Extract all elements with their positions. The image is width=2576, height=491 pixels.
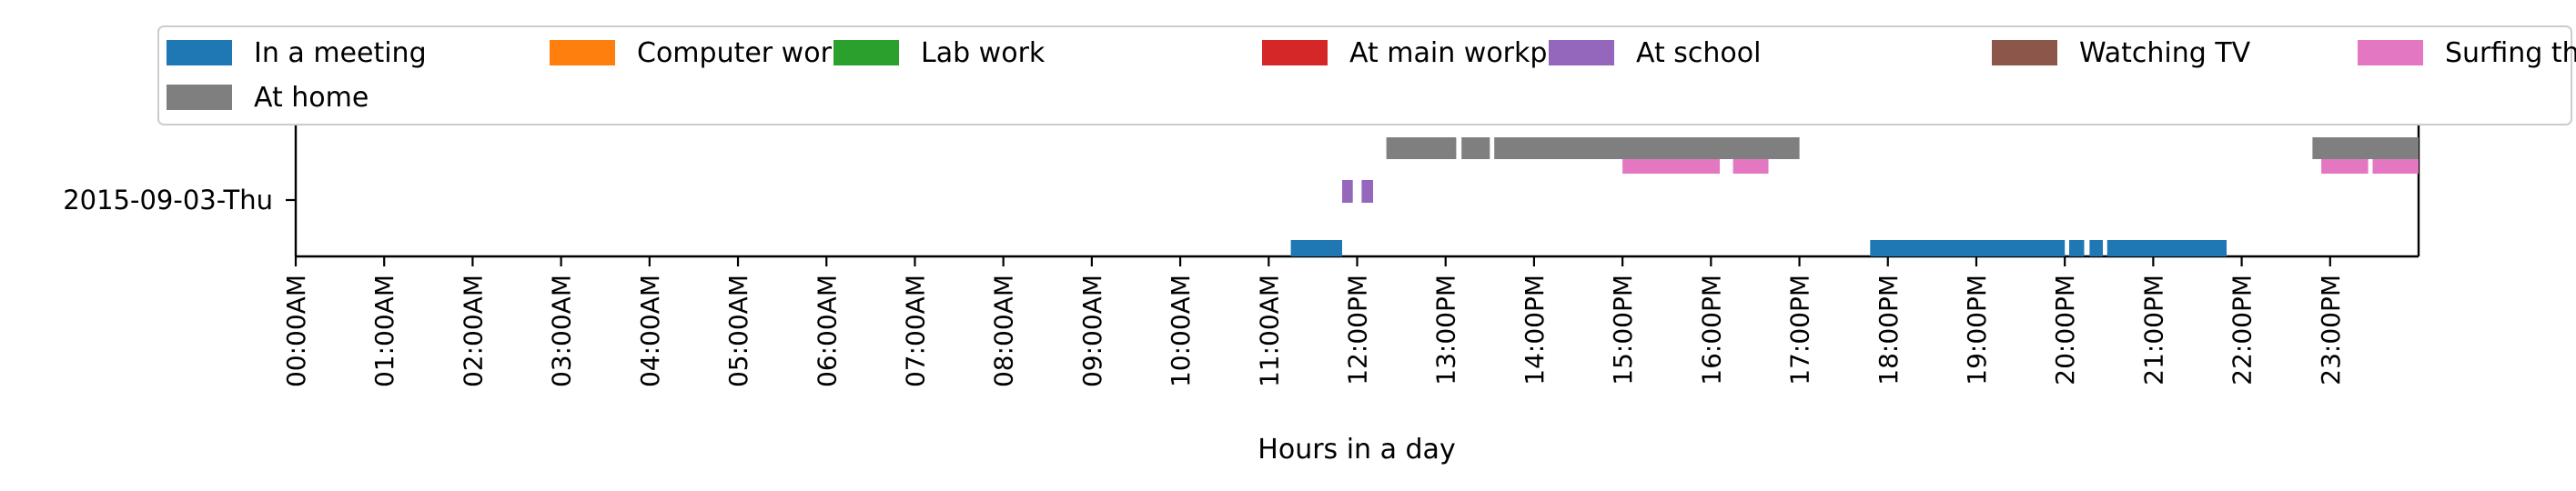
legend-swatch-0: [167, 40, 232, 65]
legend-label-0: In a meeting: [254, 37, 427, 69]
bar-in-a-meeting-1: [1870, 240, 2066, 256]
x-tick-label-9: 09:00AM: [1077, 275, 1107, 387]
x-ticks-group: 00:00AM 01:00AM 02:00AM 03:00AM 04:00AM 05:00…: [281, 256, 2346, 387]
y-tick-group: 2015-09-03-Thu: [63, 185, 296, 215]
legend: In a meeting Computer work Lab work At main…: [157, 25, 2576, 125]
legend-swatch-2: [833, 40, 899, 65]
bar-in-a-meeting-4: [2106, 240, 2227, 256]
bar-at-home-0: [1386, 137, 1457, 159]
bar-in-a-meeting-3: [2089, 240, 2103, 256]
bar-at-school-0: [1342, 180, 1353, 203]
x-tick-label-22: 22:00PM: [2227, 275, 2258, 386]
legend-swatch-1: [550, 40, 615, 65]
x-tick-label-21: 21:00PM: [2138, 275, 2168, 386]
x-tick-label-10: 10:00AM: [1166, 275, 1196, 387]
x-tick-label-8: 08:00AM: [989, 275, 1019, 387]
bar-surfing-the-internet-2: [2321, 159, 2369, 174]
bar-at-home-2: [1494, 137, 1800, 159]
legend-swatch-3: [1262, 40, 1328, 65]
x-axis-label: Hours in a day: [1258, 434, 1455, 466]
legend-label-4: At school: [1636, 37, 1761, 69]
x-tick-label-15: 15:00PM: [1608, 275, 1638, 386]
x-tick-label-2: 02:00AM: [458, 275, 488, 387]
legend-swatch-5: [1992, 40, 2057, 65]
legend-label-5: Watching TV: [2079, 37, 2251, 69]
x-tick-label-13: 13:00PM: [1431, 275, 1461, 386]
x-tick-label-17: 17:00PM: [1785, 275, 1815, 386]
legend-swatch-4: [1549, 40, 1614, 65]
legend-label-7: At home: [254, 82, 369, 114]
x-tick-label-5: 05:00AM: [723, 275, 753, 387]
x-tick-label-23: 23:00PM: [2316, 275, 2346, 386]
bar-in-a-meeting-0: [1290, 240, 1342, 256]
plot-area: 00:00AM 01:00AM 02:00AM 03:00AM 04:00AM 05:00…: [63, 125, 2420, 466]
legend-label-1: Computer work: [637, 37, 848, 69]
bar-at-home-1: [1461, 137, 1490, 159]
legend-frame: [157, 25, 2572, 125]
x-tick-label-18: 18:00PM: [1874, 275, 1904, 386]
bar-at-school-1: [1361, 180, 1373, 203]
x-tick-label-7: 07:00AM: [900, 275, 930, 387]
legend-label-6: Surfing the internet: [2445, 37, 2576, 69]
y-tick-label: 2015-09-03-Thu: [63, 185, 273, 215]
bar-in-a-meeting-2: [2069, 240, 2085, 256]
x-tick-label-16: 16:00PM: [1696, 275, 1726, 386]
x-tick-label-12: 12:00PM: [1343, 275, 1373, 386]
x-tick-label-20: 20:00PM: [2050, 275, 2080, 386]
x-tick-label-3: 03:00AM: [547, 275, 577, 387]
x-tick-label-19: 19:00PM: [1962, 275, 1992, 386]
bar-at-home-3: [2312, 137, 2419, 159]
x-tick-label-0: 00:00AM: [281, 275, 311, 387]
bar-surfing-the-internet-0: [1622, 159, 1720, 174]
legend-label-2: Lab work: [921, 37, 1046, 69]
bars-group: [1290, 137, 2419, 256]
bar-surfing-the-internet-1: [1732, 159, 1769, 174]
legend-swatch-7: [167, 85, 232, 110]
legend-swatch-6: [2358, 40, 2423, 65]
x-tick-label-6: 06:00AM: [812, 275, 842, 387]
x-tick-label-11: 11:00AM: [1254, 275, 1284, 387]
x-tick-label-1: 01:00AM: [369, 275, 399, 387]
x-tick-label-14: 14:00PM: [1520, 275, 1550, 386]
x-tick-label-4: 04:00AM: [635, 275, 665, 387]
bar-surfing-the-internet-3: [2372, 159, 2419, 174]
